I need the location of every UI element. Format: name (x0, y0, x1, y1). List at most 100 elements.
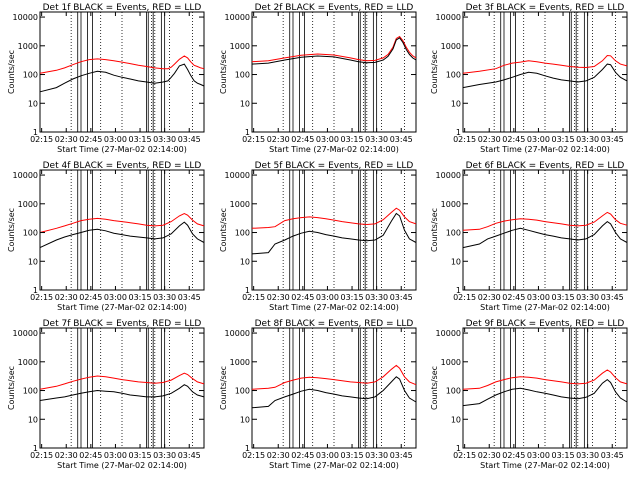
x-tick-label: 02:15 (30, 135, 53, 144)
x-tick-label: 02:45 (291, 451, 314, 460)
y-tick-label: 10000 (225, 329, 250, 338)
y-tick-label: 100 (235, 71, 250, 80)
y-tick-label: 1 (456, 444, 461, 453)
y-tick-label: 1000 (230, 42, 250, 51)
x-tick-label: 03:00 (104, 451, 127, 460)
x-tick-label: 02:15 (242, 135, 265, 144)
y-axis-label: Counts/sec (430, 366, 439, 410)
series-events (39, 221, 205, 249)
x-tick-label: 02:45 (79, 135, 102, 144)
x-tick-label: 02:15 (453, 451, 476, 460)
x-axis-label: Start Time (27-Mar-02 02:14:00) (57, 145, 187, 154)
y-tick-label: 100 (446, 387, 461, 396)
x-tick-label: 03:45 (601, 293, 624, 302)
y-axis-label: Counts/sec (219, 366, 228, 410)
series-events (462, 378, 628, 407)
series-events (251, 212, 417, 255)
x-tick-label: 02:15 (30, 293, 53, 302)
panel-det-4f: Det 4f BLACK = Events, RED = LLD 1 10 100 10… (7, 161, 205, 312)
x-tick-label: 03:30 (365, 293, 388, 302)
y-axis-label: Counts/sec (219, 208, 228, 252)
y-tick-label: 1 (33, 128, 38, 137)
x-tick-label: 02:30 (267, 293, 290, 302)
x-tick-label: 03:45 (601, 135, 624, 144)
series-events (251, 37, 417, 65)
x-tick-label: 03:00 (316, 135, 339, 144)
x-tick-label: 03:15 (341, 451, 364, 460)
y-axis-label: Counts/sec (7, 50, 16, 94)
x-tick-label: 03:15 (552, 135, 575, 144)
x-tick-label: 02:45 (79, 293, 102, 302)
y-tick-label: 10000 (13, 329, 38, 338)
y-axis-label: Counts/sec (7, 208, 16, 252)
x-axis-label: Start Time (27-Mar-02 02:14:00) (480, 461, 610, 470)
x-tick-label: 02:45 (291, 293, 314, 302)
x-tick-label: 02:30 (55, 135, 78, 144)
y-axis-label: Counts/sec (430, 50, 439, 94)
y-tick-label: 1 (33, 286, 38, 295)
x-tick-label: 03:00 (316, 293, 339, 302)
x-tick-label: 03:00 (527, 451, 550, 460)
y-tick-label: 1 (245, 444, 250, 453)
panel-title: Det 1f BLACK = Events, RED = LLD (43, 3, 202, 13)
series-lld (462, 369, 628, 390)
x-axis-label: Start Time (27-Mar-02 02:14:00) (480, 145, 610, 154)
x-tick-label: 03:00 (316, 451, 339, 460)
y-tick-label: 1000 (441, 42, 461, 51)
panel-det-7f: Det 7f BLACK = Events, RED = LLD 1 10 100 10… (7, 319, 205, 470)
series-lld (39, 55, 205, 74)
x-tick-label: 03:30 (153, 293, 176, 302)
x-tick-label: 03:30 (576, 451, 599, 460)
x-tick-label: 02:30 (267, 135, 290, 144)
y-tick-label: 100 (235, 387, 250, 396)
y-tick-label: 1 (33, 444, 38, 453)
x-tick-label: 03:15 (129, 451, 152, 460)
y-tick-label: 10000 (13, 13, 38, 22)
y-axis-label: Counts/sec (7, 366, 16, 410)
x-tick-label: 03:15 (552, 293, 575, 302)
panel-title: Det 2f BLACK = Events, RED = LLD (255, 3, 414, 13)
y-tick-label: 10000 (436, 329, 461, 338)
y-tick-label: 100 (446, 229, 461, 238)
panel-det-2f: Det 2f BLACK = Events, RED = LLD 1 10 100 10… (219, 3, 417, 154)
x-tick-label: 02:15 (30, 451, 53, 460)
x-tick-label: 03:00 (527, 135, 550, 144)
y-tick-label: 10 (451, 415, 461, 424)
panel-det-8f: Det 8f BLACK = Events, RED = LLD 1 10 100 10… (219, 319, 417, 470)
x-axis-label: Start Time (27-Mar-02 02:14:00) (57, 303, 187, 312)
series-events (462, 220, 628, 249)
y-tick-label: 10 (240, 257, 250, 266)
x-tick-label: 03:45 (601, 451, 624, 460)
y-tick-label: 1000 (441, 358, 461, 367)
y-tick-label: 100 (23, 229, 38, 238)
panel-title: Det 4f BLACK = Events, RED = LLD (43, 161, 202, 171)
y-tick-label: 100 (235, 229, 250, 238)
x-tick-label: 03:45 (178, 135, 201, 144)
y-tick-label: 1000 (230, 358, 250, 367)
x-tick-label: 03:15 (341, 293, 364, 302)
x-axis-label: Start Time (27-Mar-02 02:14:00) (57, 461, 187, 470)
series-events (39, 63, 205, 93)
series-lld (251, 35, 417, 63)
panel-det-6f: Det 6f BLACK = Events, RED = LLD 1 10 100 10… (430, 161, 628, 312)
x-tick-label: 03:30 (576, 135, 599, 144)
x-tick-label: 02:15 (453, 293, 476, 302)
x-tick-label: 03:30 (576, 293, 599, 302)
y-tick-label: 1 (245, 128, 250, 137)
y-tick-label: 10000 (225, 171, 250, 180)
y-tick-label: 1 (245, 286, 250, 295)
x-axis-label: Start Time (27-Mar-02 02:14:00) (480, 303, 610, 312)
x-tick-label: 03:45 (390, 135, 413, 144)
series-lld (39, 372, 205, 390)
series-events (39, 384, 205, 401)
y-axis-label: Counts/sec (219, 50, 228, 94)
panel-det-3f: Det 3f BLACK = Events, RED = LLD 1 10 100 10… (430, 3, 628, 154)
x-axis-label: Start Time (27-Mar-02 02:14:00) (269, 145, 399, 154)
x-tick-label: 03:15 (129, 135, 152, 144)
y-tick-label: 1000 (18, 200, 38, 209)
x-tick-label: 02:30 (55, 293, 78, 302)
y-tick-label: 10 (240, 99, 250, 108)
panel-title: Det 5f BLACK = Events, RED = LLD (255, 161, 414, 171)
x-tick-label: 03:00 (104, 135, 127, 144)
